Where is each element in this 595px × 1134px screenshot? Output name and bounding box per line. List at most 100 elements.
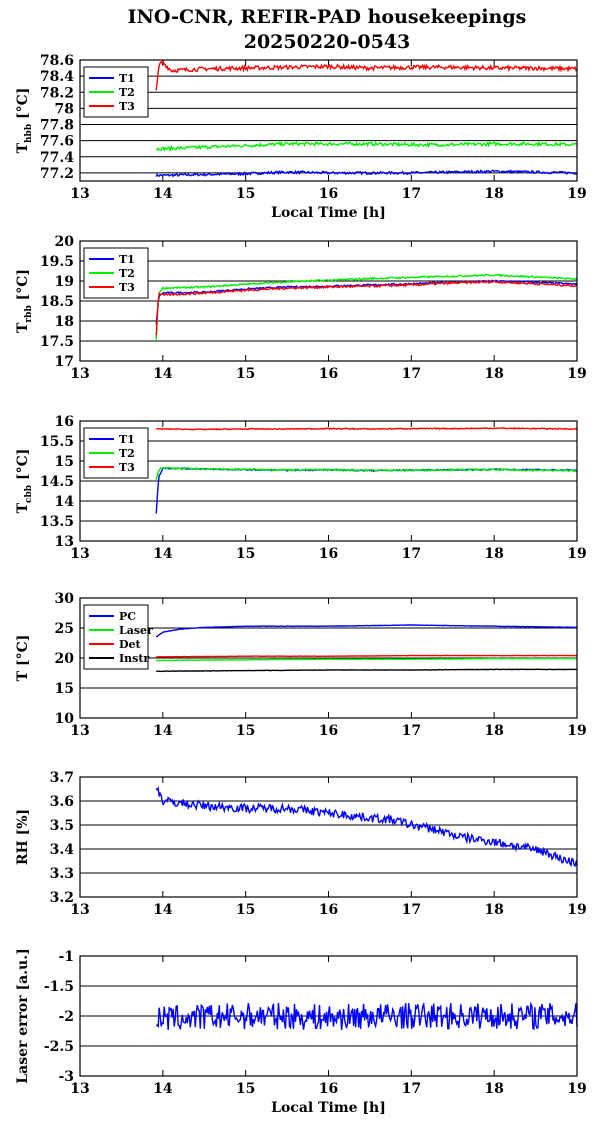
y-axis-label-unit: [°C]	[15, 269, 31, 305]
y-axis-label-main: T [°C]	[15, 635, 31, 682]
y-tick-label: 18	[55, 314, 74, 330]
y-tick-label: 17	[55, 354, 74, 370]
y-tick-label: -1	[58, 949, 74, 965]
legend-label: T2	[119, 86, 135, 99]
legend-label: T2	[119, 267, 135, 280]
x-tick-label: 17	[402, 723, 421, 739]
figure-title-line1: INO-CNR, REFIR-PAD housekeepings	[128, 6, 527, 28]
panel-3: 13 13.5 14 14.5 15 15.5 16 13 14 15 16 17 18 19 T1T2T3…	[15, 414, 587, 562]
x-tick-label: 17	[402, 546, 421, 562]
x-tick-label: 13	[70, 723, 89, 739]
y-tick-label: -2	[58, 1009, 74, 1025]
y-tick-label: 78.2	[40, 85, 74, 101]
x-tick-label: 15	[236, 723, 255, 739]
x-tick-label: 15	[236, 186, 255, 202]
y-tick-label: 10	[55, 711, 75, 727]
y-tick-label: 15	[55, 454, 74, 470]
y-axis-label-unit: [°C]	[15, 449, 31, 485]
x-tick-label: 18	[484, 723, 503, 739]
y-tick-label: 3.7	[50, 770, 74, 786]
series-line-t3	[155, 280, 578, 336]
figure-title-line2: 20250220-0543	[244, 31, 411, 53]
x-tick-label: 16	[319, 546, 338, 562]
panel-6: -3 -2.5 -2 -1.5 -1 13 14 15 16 17 18 19 Laser error …	[15, 948, 587, 1116]
x-tick-label: 19	[567, 366, 586, 382]
series-line-laser	[156, 657, 578, 662]
axes-frame	[79, 240, 578, 362]
legend-label: PC	[119, 610, 136, 623]
y-axis-label-sub: hbb	[24, 124, 34, 143]
legend-label: Instr	[119, 652, 149, 665]
x-tick-label: 14	[153, 366, 173, 382]
y-tick-label: -3	[58, 1069, 74, 1085]
x-tick-label: 19	[567, 723, 586, 739]
y-axis-label-main: RH [%]	[15, 809, 31, 865]
y-axis-label: Tcbb [°C]	[15, 449, 34, 514]
y-axis-label-main: T	[15, 502, 31, 513]
legend-label: T1	[119, 72, 135, 85]
y-axis-label: Trbb [°C]	[15, 269, 34, 333]
y-tick-label: 15.5	[40, 434, 74, 450]
x-tick-label: 16	[319, 366, 338, 382]
legend-label: T3	[119, 461, 135, 474]
x-axis-label: Local Time [h]	[271, 1100, 386, 1116]
y-tick-label: 3.6	[50, 794, 74, 810]
y-axis-label-unit: [°C]	[15, 88, 31, 124]
x-tick-label: 15	[236, 366, 255, 382]
legend-label: T3	[119, 281, 135, 294]
x-tick-label: 18	[484, 366, 503, 382]
x-tick-label: 15	[236, 902, 255, 918]
x-tick-label: 19	[567, 546, 586, 562]
series-line-t2	[155, 273, 578, 340]
y-tick-label: 20	[55, 234, 75, 250]
legend-label: T2	[119, 447, 135, 460]
y-tick-label: 30	[55, 591, 75, 607]
x-tick-label: 18	[484, 902, 503, 918]
y-axis-label-main: T	[15, 142, 31, 153]
series-line-t3	[156, 427, 578, 431]
y-tick-label: 77.2	[40, 166, 74, 182]
y-tick-label: 16	[55, 414, 74, 430]
y-tick-label: 3.4	[50, 842, 75, 858]
x-tick-label: 17	[402, 902, 421, 918]
y-tick-label: 15	[55, 681, 74, 697]
x-axis-label: Local Time [h]	[271, 205, 386, 221]
axes-frame	[79, 955, 578, 1077]
y-tick-label: 3.2	[50, 890, 74, 906]
y-tick-label: 19	[55, 274, 74, 290]
series-line-t1	[155, 279, 578, 325]
y-axis-label: Laser error [a.u.]	[15, 948, 31, 1083]
y-tick-label: 14	[55, 494, 75, 510]
y-tick-label: 19.5	[40, 254, 74, 270]
panel-2: 17 17.5 18 18.5 19 19.5 20 13 14 15 16 17 18 19 T1T2T3…	[15, 234, 587, 382]
x-tick-label: 13	[70, 186, 89, 202]
x-tick-label: 14	[153, 902, 173, 918]
series-line-instr	[156, 668, 578, 673]
x-tick-label: 18	[484, 186, 503, 202]
y-axis-label: RH [%]	[15, 809, 31, 865]
x-tick-label: 13	[70, 902, 89, 918]
series-line-t3	[155, 60, 578, 91]
series-line-data	[155, 1001, 578, 1031]
y-tick-label: 78	[55, 101, 74, 117]
axes-frame	[79, 59, 578, 182]
y-tick-label: 78.6	[40, 53, 74, 69]
series-line-pc	[155, 624, 578, 638]
y-tick-label: -1.5	[44, 979, 74, 995]
y-tick-label: 3.5	[50, 818, 74, 834]
x-tick-label: 19	[567, 186, 586, 202]
x-tick-label: 16	[319, 902, 338, 918]
x-tick-label: 14	[153, 546, 173, 562]
y-tick-label: 13.5	[40, 514, 74, 530]
x-tick-label: 17	[402, 366, 421, 382]
y-tick-label: 77.6	[40, 134, 74, 150]
x-tick-label: 14	[153, 186, 173, 202]
x-tick-label: 14	[153, 1081, 173, 1097]
x-tick-label: 17	[402, 1081, 421, 1097]
y-axis-label: T [°C]	[15, 635, 31, 682]
y-axis-label-sub: cbb	[24, 485, 34, 503]
